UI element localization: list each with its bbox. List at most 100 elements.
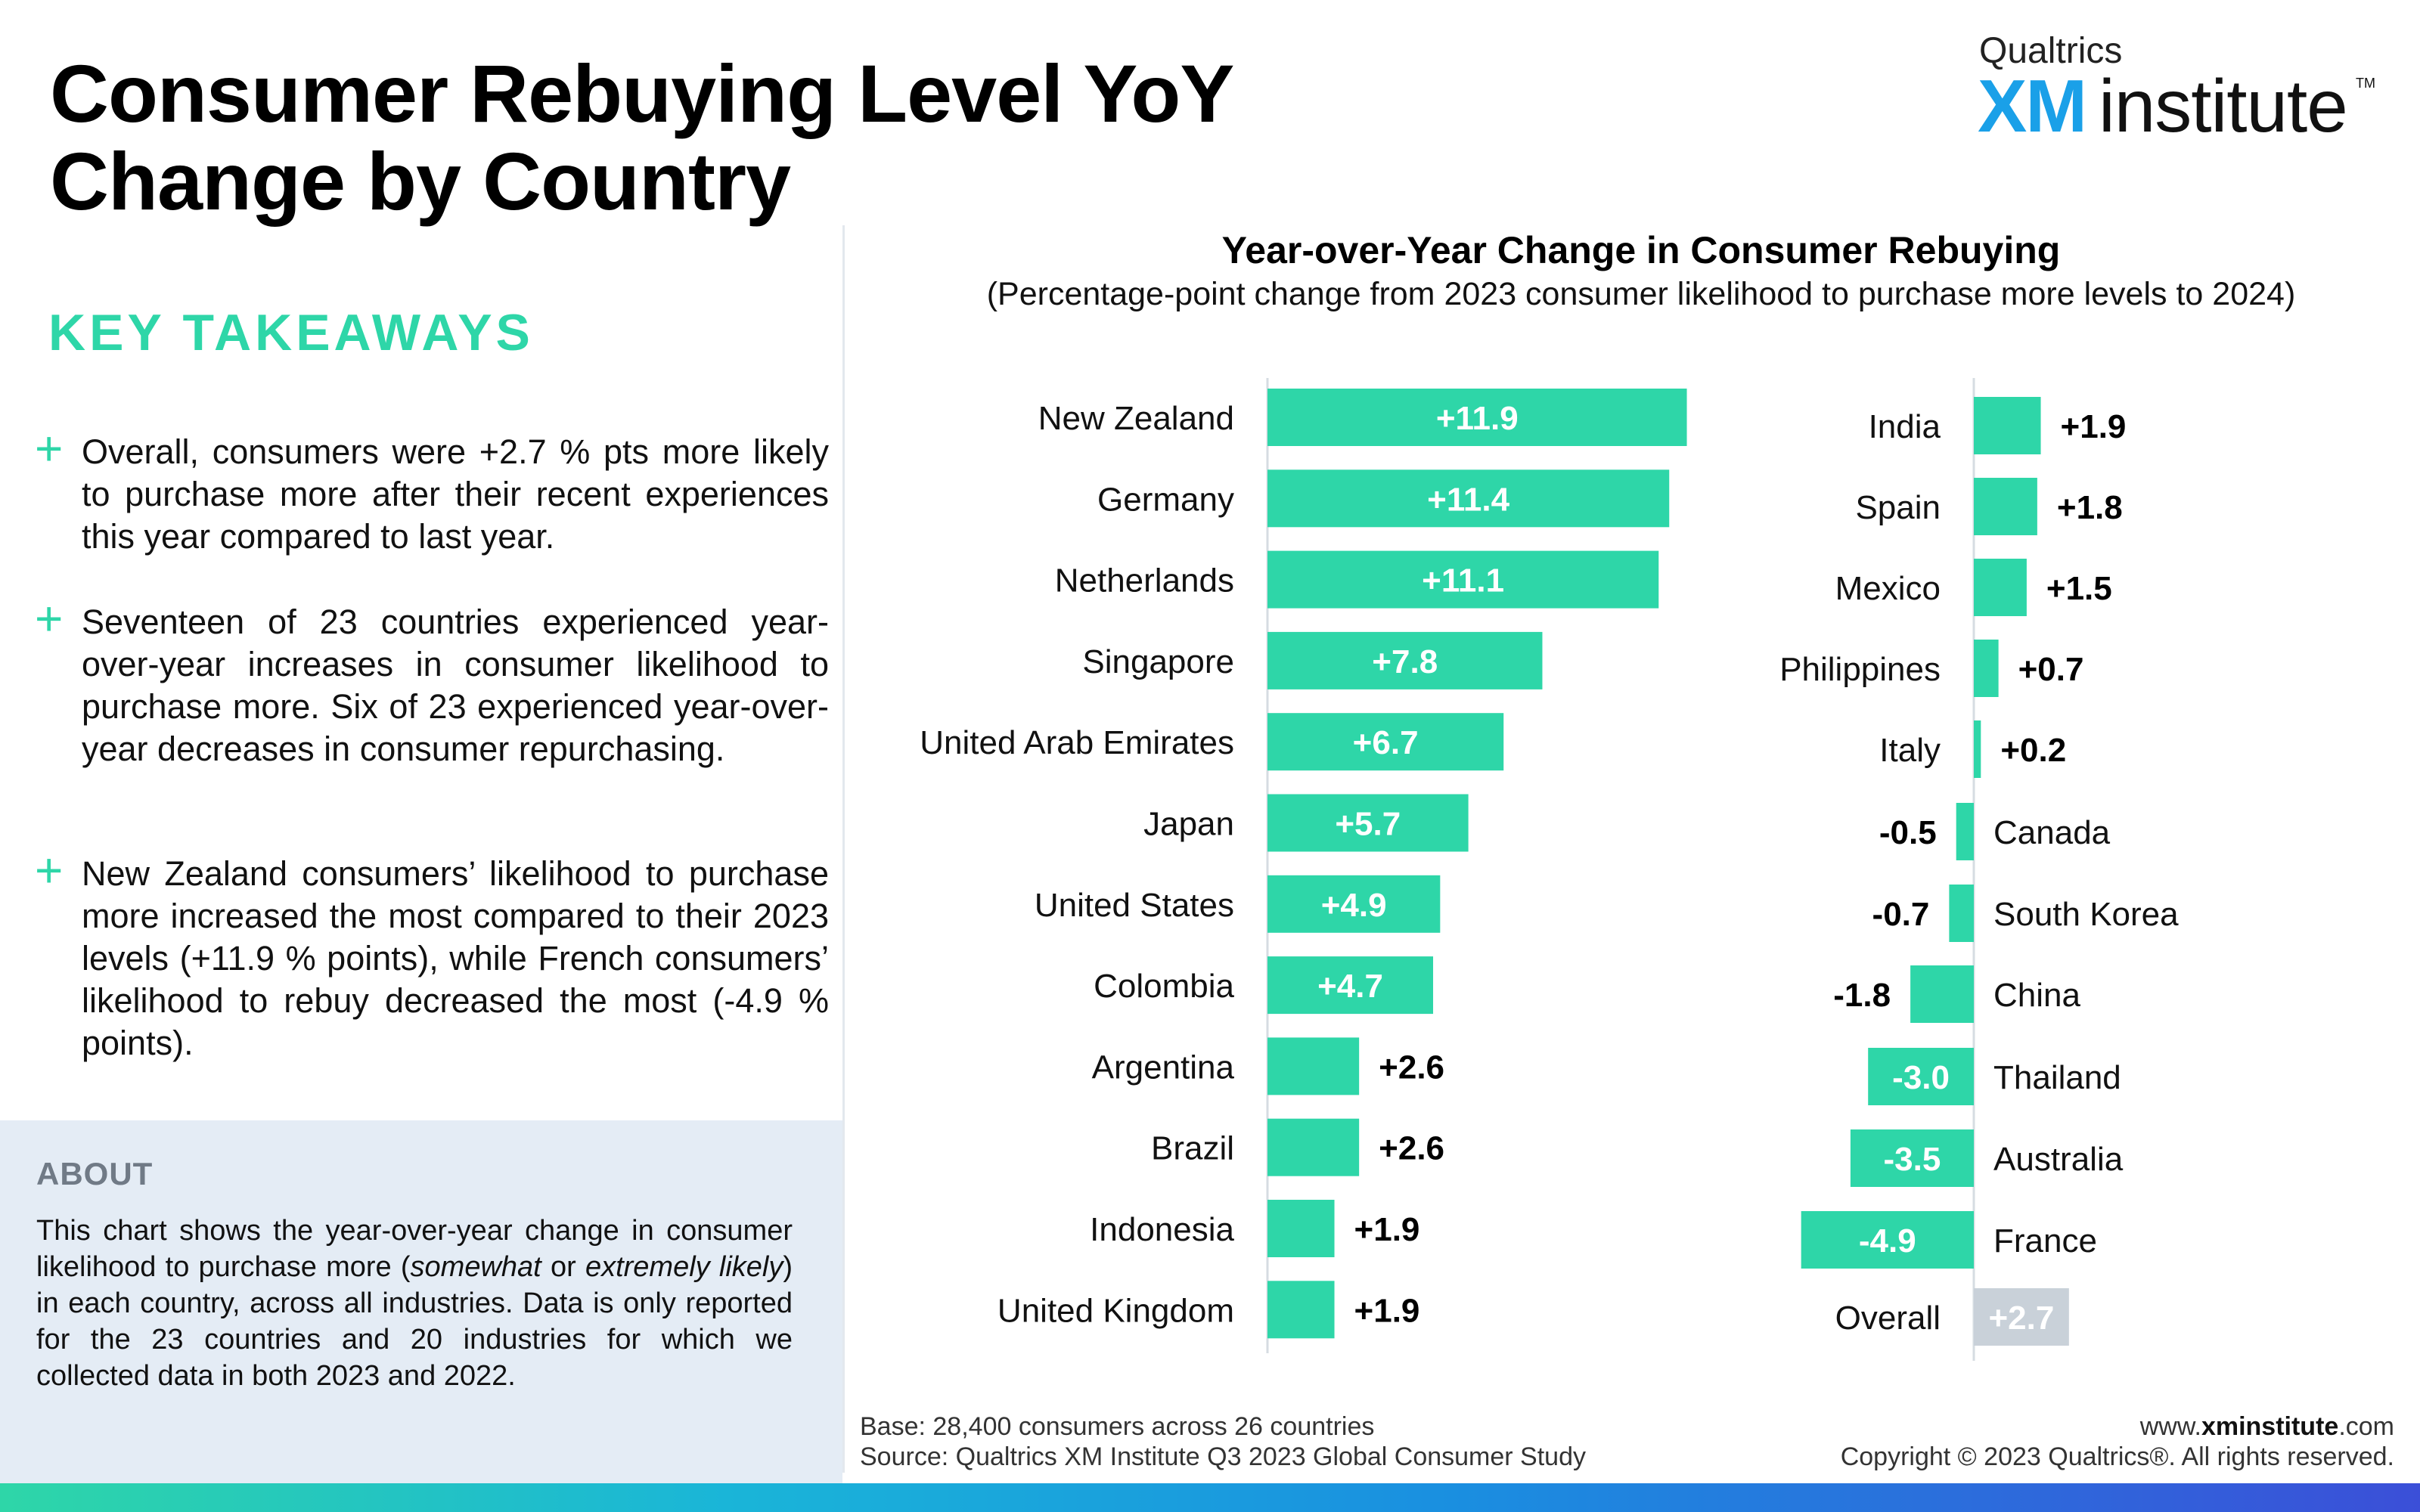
category-label: Japan: [1143, 806, 1234, 843]
takeaway-text: Overall, consumers were +2.7 % pts more …: [82, 432, 829, 556]
data-label: +11.1: [1422, 562, 1504, 600]
data-label: +1.5: [2046, 570, 2112, 607]
bar-united-states: [1267, 875, 1441, 933]
footer-source-note: Source: Qualtrics XM Institute Q3 2023 G…: [860, 1442, 1587, 1471]
category-label: United Kingdom: [997, 1292, 1234, 1329]
bar-singapore: [1267, 631, 1543, 689]
bar-united-arab-emirates: [1267, 713, 1504, 771]
plus-icon: +: [35, 421, 64, 476]
category-label: France: [1993, 1222, 2097, 1259]
page-title: Consumer Rebuying Level YoY Change by Co…: [50, 48, 1233, 227]
category-label: United Arab Emirates: [920, 724, 1234, 761]
data-label: +2.7: [1988, 1300, 2054, 1337]
data-label: -0.5: [1879, 814, 1937, 851]
bar-italy: [1974, 720, 1981, 778]
category-label: South Korea: [1993, 896, 2179, 933]
footer-url-bold: xminstitute: [2201, 1412, 2339, 1441]
data-label: +4.7: [1317, 968, 1383, 1005]
about-text-part: or: [541, 1251, 585, 1283]
bar-thailand: [1868, 1048, 1974, 1105]
about-text: This chart shows the year-over-year chan…: [36, 1213, 793, 1394]
chart-subtitle: (Percentage-point change from 2023 consu…: [986, 276, 2296, 312]
data-label: -3.0: [1892, 1059, 1950, 1096]
bar-spain: [1974, 478, 2037, 535]
about-text-italic: extremely likely: [585, 1251, 783, 1283]
bar-brazil: [1267, 1118, 1360, 1176]
category-label: Canada: [1993, 814, 2111, 851]
bar-india: [1974, 397, 2041, 454]
bar-canada: [1956, 803, 1974, 860]
data-label: +1.9: [1354, 1211, 1420, 1248]
category-label: Colombia: [1094, 968, 1234, 1005]
category-label: New Zealand: [1038, 400, 1234, 437]
logo-tm-mark: TM: [2356, 76, 2375, 91]
data-label: +6.7: [1353, 724, 1419, 761]
bar-united-kingdom: [1267, 1281, 1335, 1339]
category-label: Argentina: [1092, 1049, 1235, 1086]
data-label: +2.6: [1379, 1049, 1444, 1086]
data-label: +11.9: [1436, 400, 1519, 437]
chart-title: Year-over-Year Change in Consumer Rebuyi…: [1221, 229, 2061, 271]
category-label: Spain: [1855, 489, 1941, 526]
data-label: -3.5: [1884, 1141, 1941, 1178]
data-label: +0.2: [2000, 732, 2066, 769]
data-label: -1.8: [1833, 977, 1891, 1014]
bar-philippines: [1974, 640, 1999, 697]
bar-colombia: [1267, 956, 1434, 1015]
data-label: +0.7: [2018, 651, 2084, 688]
category-label: Netherlands: [1055, 562, 1234, 600]
footer-base-note: Base: 28,400 consumers across 26 countri…: [860, 1412, 1375, 1441]
data-label: +4.9: [1321, 887, 1387, 924]
data-label: +7.8: [1372, 643, 1438, 680]
data-label: +1.9: [2061, 408, 2127, 445]
bar-france: [1801, 1211, 1974, 1269]
data-label: +11.4: [1427, 481, 1509, 518]
about-text-part: ) in each country, across all industries…: [36, 1251, 793, 1392]
bottom-gradient-bar: [0, 1483, 2420, 1512]
data-label: -0.7: [1872, 896, 1930, 933]
bar-indonesia: [1267, 1200, 1335, 1257]
category-label: Thailand: [1993, 1059, 2121, 1096]
category-label: Australia: [1993, 1141, 2124, 1178]
category-label: Germany: [1097, 481, 1234, 518]
about-text-italic: somewhat: [410, 1251, 541, 1283]
bar-mexico: [1974, 559, 2027, 616]
bar-south-korea: [1949, 885, 1974, 942]
data-label: -4.9: [1859, 1222, 1916, 1259]
about-text-part: This chart shows the year-over-year chan…: [36, 1215, 793, 1283]
bar-china: [1910, 965, 1974, 1023]
category-label: United States: [1035, 887, 1234, 924]
category-label: Philippines: [1779, 651, 1941, 688]
takeaway-text: New Zealand consumers’ likelihood to pur…: [82, 854, 829, 1062]
category-label: Mexico: [1835, 570, 1941, 607]
plus-icon: +: [35, 843, 64, 897]
xm-institute-logo: Qualtrics XM institute TM: [1978, 30, 2375, 147]
bar-argentina: [1267, 1037, 1360, 1095]
column-divider: [842, 225, 845, 1473]
bar-new-zealand: [1267, 389, 1687, 446]
footer-website-link[interactable]: www.xminstitute.com: [2140, 1411, 2394, 1442]
data-label: +1.9: [1354, 1292, 1420, 1329]
category-label: Indonesia: [1090, 1211, 1234, 1248]
footer-url-prefix: www.: [2139, 1412, 2201, 1441]
logo-brand-text: Qualtrics: [1979, 31, 2123, 71]
bar-japan: [1267, 794, 1469, 852]
category-label: Italy: [1879, 732, 1941, 769]
bar-netherlands: [1267, 550, 1659, 609]
category-label: Overall: [1835, 1300, 1941, 1337]
logo-institute-text: institute: [2099, 64, 2348, 147]
category-label: Brazil: [1151, 1130, 1234, 1167]
bar-australia: [1850, 1129, 1974, 1187]
logo-xm-text: XM: [1978, 64, 2087, 147]
category-label: Singapore: [1082, 643, 1234, 680]
about-heading: ABOUT: [36, 1156, 154, 1191]
key-takeaways-heading: KEY TAKEAWAYS: [48, 304, 534, 361]
bar-overall: [1974, 1288, 2069, 1346]
data-label: +5.7: [1335, 806, 1401, 843]
bar-germany: [1267, 469, 1670, 528]
plus-icon: +: [35, 591, 64, 646]
takeaway-text: Seventeen of 23 countries experienced ye…: [82, 603, 829, 768]
about-panel: ABOUT This chart shows the year-over-yea…: [0, 1120, 842, 1483]
footer-url-suffix: .com: [2338, 1412, 2394, 1441]
